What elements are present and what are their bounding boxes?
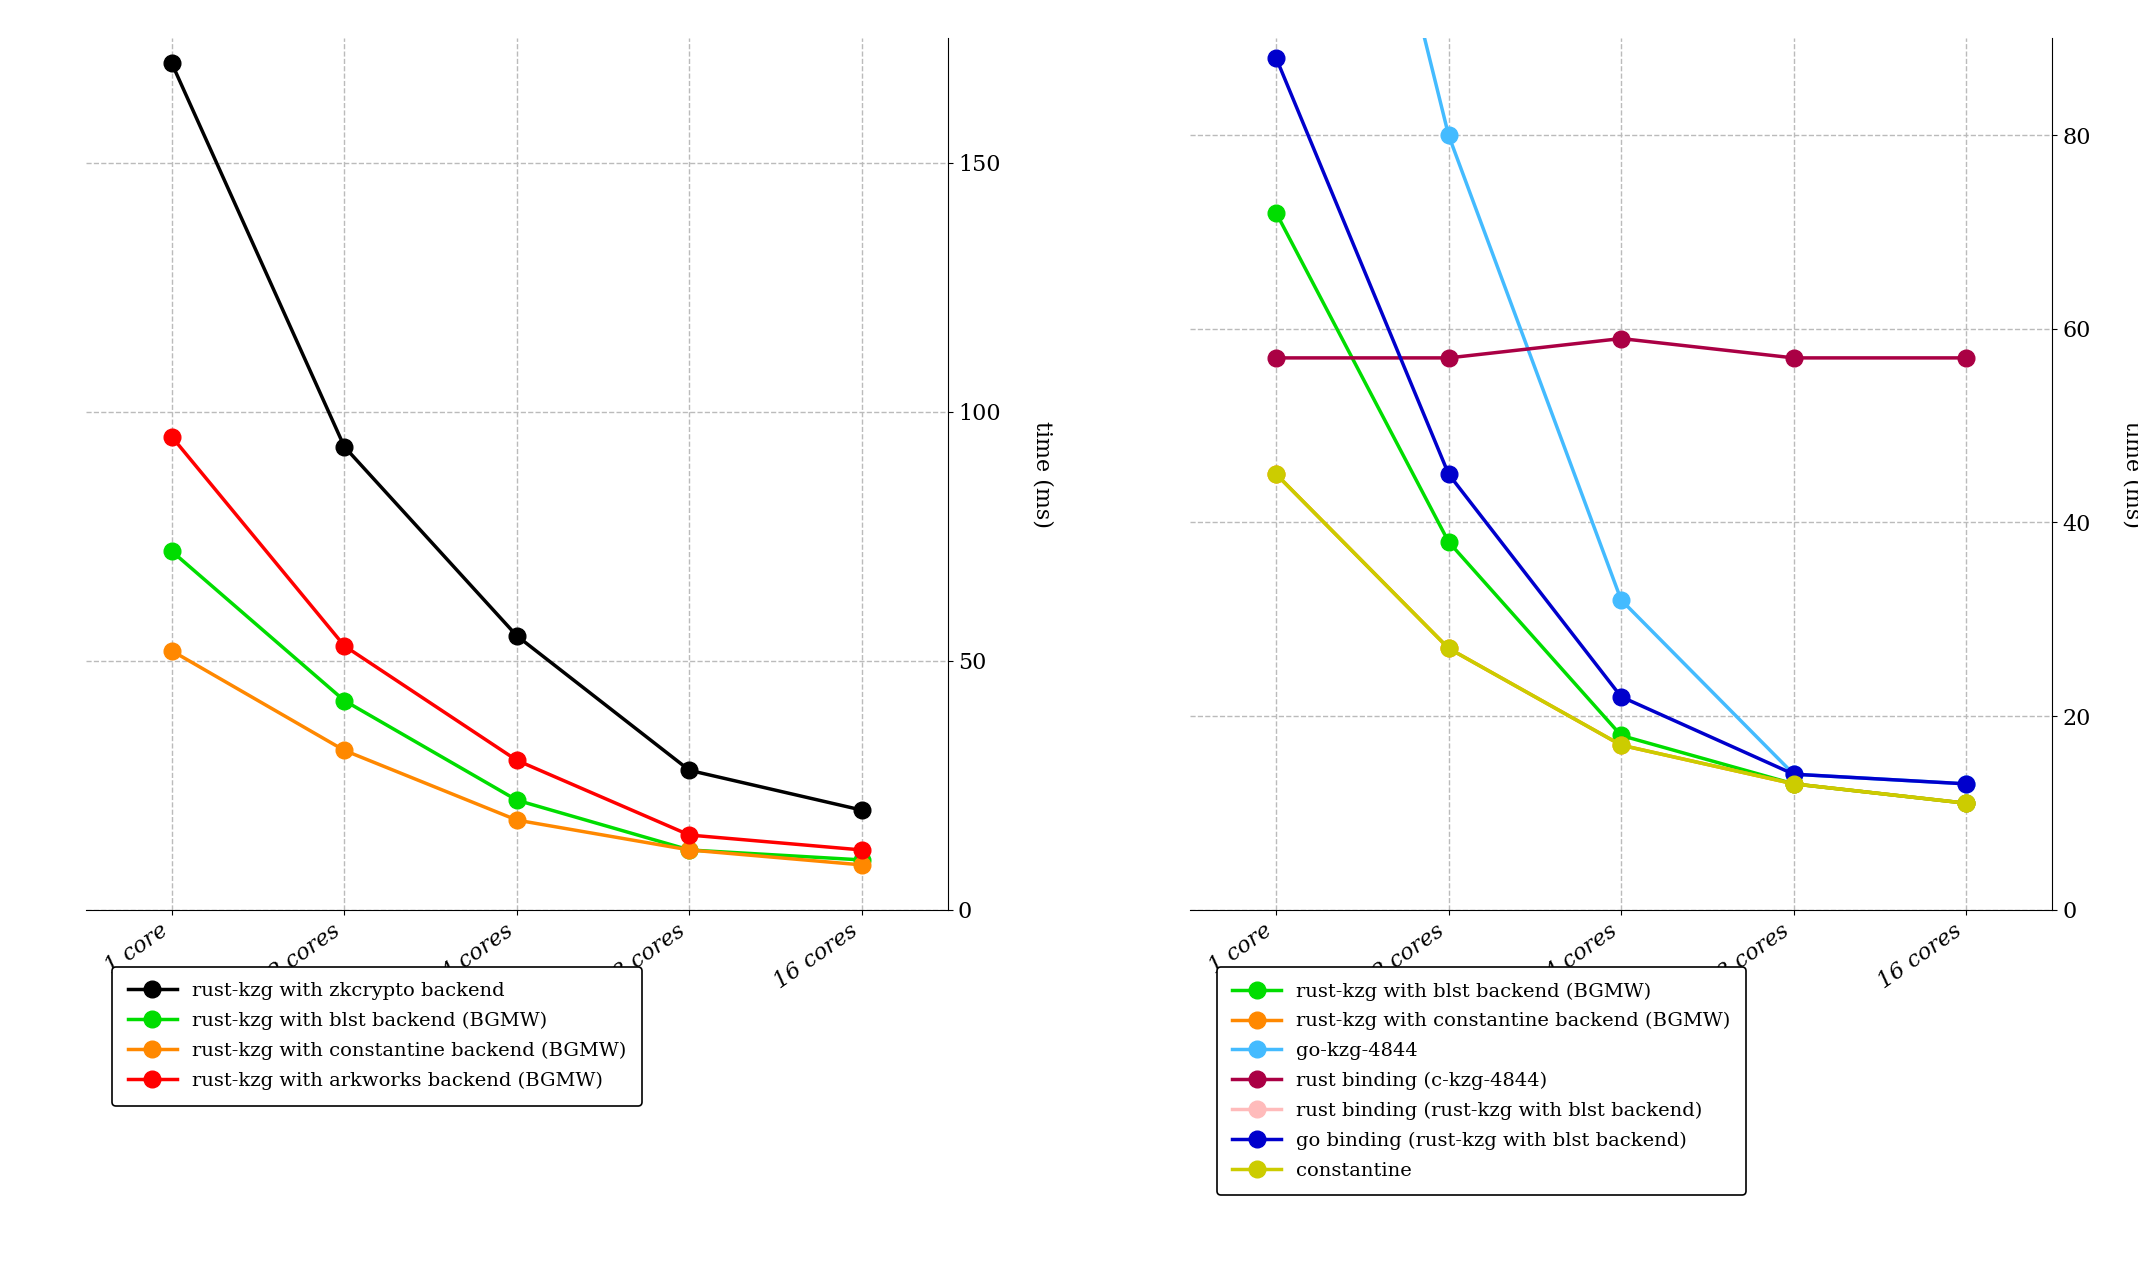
rust-kzg with blst backend (BGMW) (1608, 728, 1633, 743)
rust-kzg with zkcrypto backend (331, 439, 357, 455)
go-kzg-4844 (1437, 128, 1462, 143)
rust binding (c-kzg-4844) (1608, 330, 1633, 346)
rust-kzg with arkworks backend (BGMW) (849, 843, 874, 858)
constantine (1264, 466, 1289, 482)
Y-axis label: time (ms): time (ms) (1031, 420, 1054, 528)
Line: rust-kzg with arkworks backend (BGMW): rust-kzg with arkworks backend (BGMW) (162, 428, 870, 858)
rust-kzg with zkcrypto backend (849, 802, 874, 817)
rust-kzg with blst backend (BGMW) (505, 793, 530, 808)
Line: rust-kzg with blst backend (BGMW): rust-kzg with blst backend (BGMW) (1268, 205, 1976, 812)
Y-axis label: time (ms): time (ms) (2121, 420, 2138, 528)
Line: go binding (rust-kzg with blst backend): go binding (rust-kzg with blst backend) (1268, 50, 1976, 792)
Legend: rust-kzg with blst backend (BGMW), rust-kzg with constantine backend (BGMW), go-: rust-kzg with blst backend (BGMW), rust-… (1217, 967, 1747, 1195)
Line: constantine: constantine (1268, 466, 1976, 812)
Line: rust-kzg with blst backend (BGMW): rust-kzg with blst backend (BGMW) (162, 543, 870, 869)
rust binding (c-kzg-4844) (1264, 350, 1289, 365)
rust-kzg with blst backend (BGMW) (158, 543, 184, 559)
go binding (rust-kzg with blst backend) (1437, 466, 1462, 482)
Line: rust-kzg with constantine backend (BGMW): rust-kzg with constantine backend (BGMW) (1268, 466, 1976, 812)
rust-kzg with blst backend (BGMW) (1954, 796, 1980, 811)
go binding (rust-kzg with blst backend) (1954, 776, 1980, 792)
rust-kzg with blst backend (BGMW) (849, 852, 874, 867)
rust-kzg with constantine backend (BGMW) (1954, 796, 1980, 811)
constantine (1781, 776, 1807, 792)
Line: rust binding (c-kzg-4844): rust binding (c-kzg-4844) (1268, 330, 1976, 366)
go binding (rust-kzg with blst backend) (1264, 50, 1289, 65)
rust-kzg with blst backend (BGMW) (1781, 776, 1807, 792)
rust-kzg with zkcrypto backend (676, 762, 701, 778)
rust-kzg with constantine backend (BGMW) (1264, 466, 1289, 482)
rust-kzg with blst backend (BGMW) (676, 843, 701, 858)
rust-kzg with zkcrypto backend (158, 55, 184, 70)
go binding (rust-kzg with blst backend) (1781, 766, 1807, 781)
Legend: rust-kzg with zkcrypto backend, rust-kzg with blst backend (BGMW), rust-kzg with: rust-kzg with zkcrypto backend, rust-kzg… (113, 967, 641, 1106)
constantine (1437, 640, 1462, 656)
rust-kzg with constantine backend (BGMW) (1608, 738, 1633, 753)
rust-kzg with constantine backend (BGMW) (849, 857, 874, 872)
rust-kzg with constantine backend (BGMW) (1781, 776, 1807, 792)
constantine (1608, 738, 1633, 753)
rust-kzg with arkworks backend (BGMW) (331, 638, 357, 653)
rust binding (c-kzg-4844) (1437, 350, 1462, 365)
go binding (rust-kzg with blst backend) (1608, 689, 1633, 705)
go-kzg-4844 (1954, 776, 1980, 792)
rust-kzg with constantine backend (BGMW) (1437, 640, 1462, 656)
Line: go-kzg-4844: go-kzg-4844 (1268, 0, 1976, 792)
rust-kzg with arkworks backend (BGMW) (676, 828, 701, 843)
Line: rust-kzg with constantine backend (BGMW): rust-kzg with constantine backend (BGMW) (162, 643, 870, 874)
rust-kzg with zkcrypto backend (505, 628, 530, 643)
rust-kzg with arkworks backend (BGMW) (158, 429, 184, 445)
rust-kzg with constantine backend (BGMW) (331, 743, 357, 758)
rust-kzg with arkworks backend (BGMW) (505, 753, 530, 769)
rust-kzg with blst backend (BGMW) (1264, 205, 1289, 220)
go-kzg-4844 (1608, 592, 1633, 607)
go-kzg-4844 (1781, 766, 1807, 781)
rust-kzg with constantine backend (BGMW) (676, 843, 701, 858)
rust-kzg with blst backend (BGMW) (1437, 534, 1462, 550)
rust-kzg with constantine backend (BGMW) (158, 643, 184, 658)
rust-kzg with blst backend (BGMW) (331, 693, 357, 708)
Line: rust-kzg with zkcrypto backend: rust-kzg with zkcrypto backend (162, 55, 870, 819)
constantine (1954, 796, 1980, 811)
rust binding (c-kzg-4844) (1781, 350, 1807, 365)
rust-kzg with constantine backend (BGMW) (505, 812, 530, 828)
rust binding (c-kzg-4844) (1954, 350, 1980, 365)
